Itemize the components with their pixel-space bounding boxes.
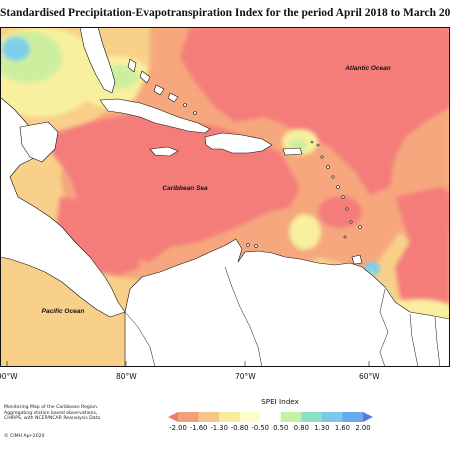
island: [310, 140, 314, 144]
credits-block: Monitoring Map of the Caribbean Region. …: [4, 405, 100, 422]
island: [326, 165, 330, 169]
legend-tick-label: 1.60: [334, 424, 351, 432]
island: [343, 235, 347, 239]
island: [153, 84, 165, 96]
copyright-line: © CIMH Apr-2020: [4, 434, 45, 439]
island: [345, 207, 349, 211]
caribbean-sea-label: Caribbean Sea: [162, 185, 208, 192]
border-guyana-suriname: [409, 313, 419, 367]
legend-swatch: [280, 412, 302, 422]
legend-swatch: [239, 412, 261, 422]
island: [183, 103, 187, 107]
near-normal-area-windward: [289, 214, 321, 250]
legend-swatch: [178, 412, 199, 422]
island: [193, 111, 197, 115]
island: [316, 143, 320, 147]
legend-swatch: [363, 412, 373, 422]
border-venezuela-guyana: [379, 288, 389, 367]
island: [127, 58, 137, 73]
border-colombia-venezuela: [224, 266, 263, 367]
legend-swatch: [260, 412, 282, 422]
legend-swatch: [219, 412, 240, 422]
severe-dry-area-lesser-antilles: [318, 196, 362, 228]
legend-tick-label: 0.80: [293, 424, 309, 432]
border-panama-colombia: [124, 311, 156, 367]
pacific-ocean-label: Pacific Ocean: [42, 308, 85, 315]
border-suriname-guiana: [434, 316, 441, 367]
south-america-land: [124, 238, 450, 367]
atlantic-ocean-label: Atlantic Ocean: [344, 65, 391, 72]
island: [358, 225, 362, 229]
map-title: Standardised Precipitation-Evapotranspir…: [0, 7, 450, 19]
legend-colorbar: [168, 412, 373, 422]
lon-label-70w: 70°W: [235, 372, 256, 381]
legend-swatch: [321, 412, 343, 422]
cuba-land: [99, 98, 211, 134]
island: [139, 70, 151, 84]
legend-tick-label: 2.00: [355, 424, 371, 432]
puerto-rico-land: [282, 147, 303, 156]
island: [336, 185, 340, 189]
legend-swatch: [198, 412, 220, 422]
island: [320, 155, 324, 159]
severe-dry-area-north: [180, 27, 450, 195]
legend-swatch: [342, 412, 364, 422]
country-borders: [124, 266, 441, 367]
island: [167, 92, 179, 103]
island: [246, 243, 250, 247]
wet-area-northwest: [2, 37, 30, 61]
legend-tick-label: 0.50: [273, 424, 289, 432]
yucatan-land: [19, 121, 59, 163]
credit-line-2: Aggregating station based observations,: [4, 410, 98, 416]
credit-line-3: CHIRPS, with NCEP/NCAR Reanalysis Data: [4, 416, 101, 422]
island: [254, 244, 258, 248]
land-masses: [0, 27, 450, 367]
spei-map: Atlantic Ocean Caribbean Sea Pacific Oce…: [0, 27, 450, 367]
trinidad-land: [351, 254, 363, 265]
legend-swatch: [168, 412, 178, 422]
legend-tick-label: -0.80: [230, 424, 249, 432]
legend-tick-label: -0.50: [251, 424, 270, 432]
legend-title: SPEI Index: [261, 397, 299, 406]
lesser-antilles-islands: [310, 140, 362, 239]
island: [331, 175, 335, 179]
credit-line-1: Monitoring Map of the Caribbean Region.: [4, 405, 99, 410]
severe-dry-area-east: [395, 187, 450, 322]
legend-tick-label: 1.30: [314, 424, 330, 432]
legend-swatch: [301, 412, 323, 422]
lon-label-60w: 60°W: [359, 372, 380, 381]
legend-tick-label: -1.30: [210, 424, 228, 432]
legend-tick-label: -2.00: [169, 424, 187, 432]
legend-tick-label: -1.60: [189, 424, 208, 432]
bahamas-islands: [127, 58, 197, 115]
lon-label-80w: 80°W: [116, 372, 137, 381]
florida-land: [79, 27, 116, 94]
island: [341, 195, 345, 199]
jamaica-land: [149, 146, 179, 157]
lon-label-90w: 90°W: [0, 372, 18, 381]
island: [349, 220, 353, 224]
hispaniola-land: [204, 132, 273, 154]
